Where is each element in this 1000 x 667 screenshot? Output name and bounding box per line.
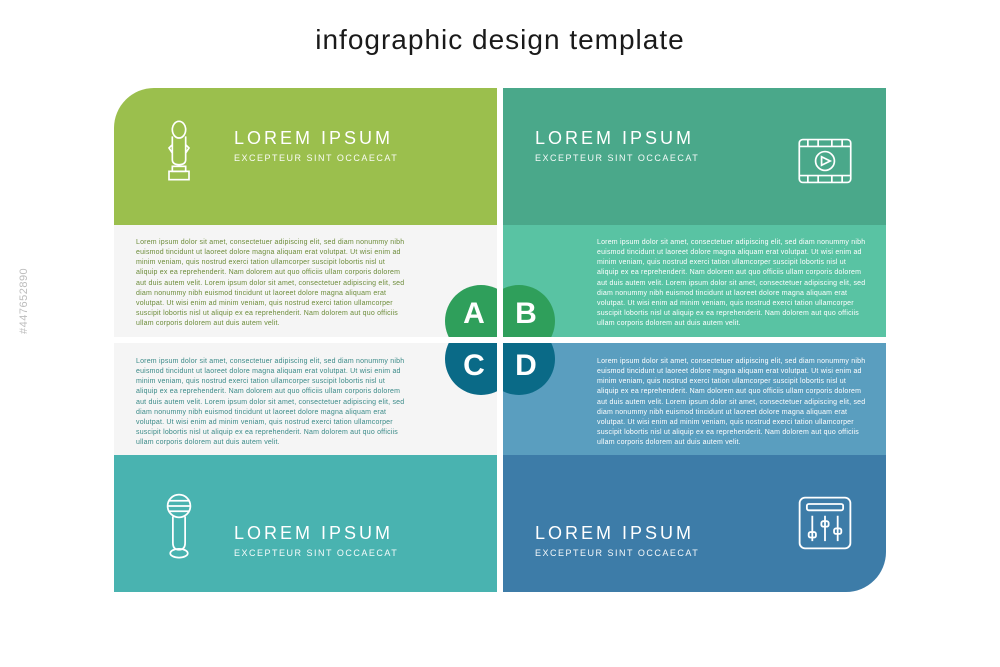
card-c-letter: C bbox=[463, 349, 485, 383]
card-a: LOREM IPSUM EXCEPTEUR SINT OCCAECAT Lore… bbox=[114, 88, 497, 337]
page-title: infographic design template bbox=[0, 24, 1000, 56]
card-d-letter: D bbox=[515, 349, 537, 383]
infographic-grid: LOREM IPSUM EXCEPTEUR SINT OCCAECAT Lore… bbox=[114, 88, 886, 592]
card-b-subtitle: EXCEPTEUR SINT OCCAECAT bbox=[535, 153, 699, 163]
microphone-icon bbox=[144, 482, 214, 572]
watermark-text: #447652890 bbox=[18, 267, 30, 333]
card-a-subtitle: EXCEPTEUR SINT OCCAECAT bbox=[234, 153, 398, 163]
card-d: LOREM IPSUM EXCEPTEUR SINT OCCAECAT Lore… bbox=[503, 343, 886, 592]
card-a-heading: LOREM IPSUM EXCEPTEUR SINT OCCAECAT bbox=[234, 128, 398, 163]
card-a-letter: A bbox=[463, 297, 485, 331]
card-c: LOREM IPSUM EXCEPTEUR SINT OCCAECAT Lore… bbox=[114, 343, 497, 592]
card-c-title: LOREM IPSUM bbox=[234, 523, 398, 544]
card-d-heading: LOREM IPSUM EXCEPTEUR SINT OCCAECAT bbox=[535, 523, 699, 558]
card-b-body: Lorem ipsum dolor sit amet, consectetuer… bbox=[597, 238, 867, 329]
card-c-heading: LOREM IPSUM EXCEPTEUR SINT OCCAECAT bbox=[234, 523, 398, 558]
card-c-body: Lorem ipsum dolor sit amet, consectetuer… bbox=[136, 357, 406, 448]
card-a-body: Lorem ipsum dolor sit amet, consectetuer… bbox=[136, 238, 406, 329]
card-b-title: LOREM IPSUM bbox=[535, 128, 699, 149]
card-d-body: Lorem ipsum dolor sit amet, consectetuer… bbox=[597, 357, 867, 448]
mixer-icon bbox=[790, 478, 860, 568]
card-b: LOREM IPSUM EXCEPTEUR SINT OCCAECAT Lore… bbox=[503, 88, 886, 337]
video-icon bbox=[790, 116, 860, 206]
card-b-heading: LOREM IPSUM EXCEPTEUR SINT OCCAECAT bbox=[535, 128, 699, 163]
card-b-letter: B bbox=[515, 297, 537, 331]
card-c-subtitle: EXCEPTEUR SINT OCCAECAT bbox=[234, 548, 398, 558]
card-d-subtitle: EXCEPTEUR SINT OCCAECAT bbox=[535, 548, 699, 558]
card-d-title: LOREM IPSUM bbox=[535, 523, 699, 544]
card-a-title: LOREM IPSUM bbox=[234, 128, 398, 149]
trophy-icon bbox=[144, 108, 214, 198]
